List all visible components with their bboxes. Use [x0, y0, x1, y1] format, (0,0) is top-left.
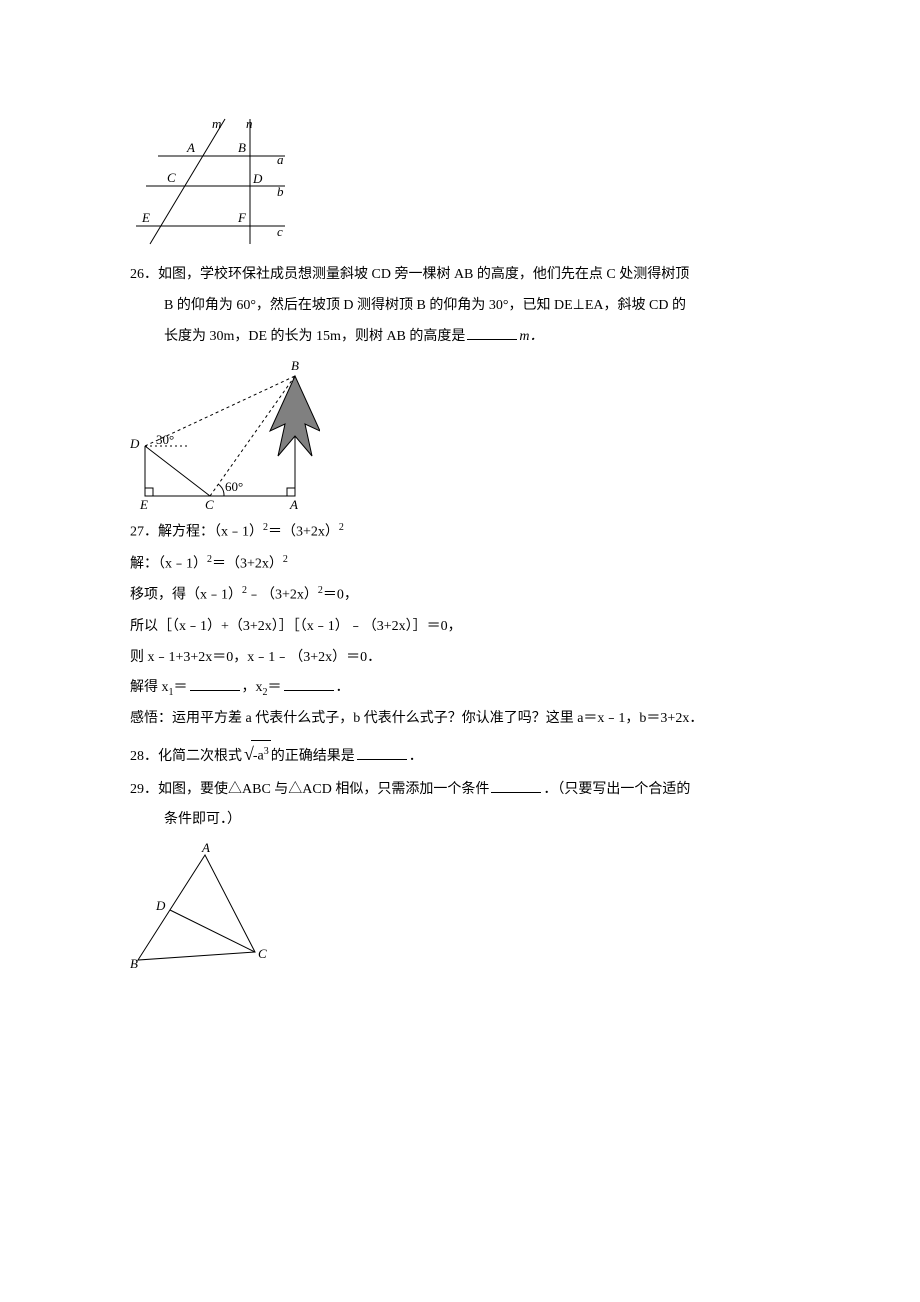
lbl-n: n — [246, 116, 253, 131]
q26-text3a: 长度为 30m，DE 的长为 15m，则树 AB 的高度是 — [164, 329, 465, 344]
q29-blank[interactable] — [491, 778, 541, 793]
q27-line5: 则 x﹣1+3+2x＝0，x﹣1﹣（3+2x）＝0． — [130, 643, 790, 674]
q27-line2: 解：（x﹣1）2＝（3+2x）2 — [130, 549, 790, 580]
q27-l2b: ＝（3+2x） — [212, 557, 283, 572]
q29-l1b: ．（只要写出一个合适的 — [543, 782, 690, 797]
q26-line2: B 的仰角为 60°，然后在坡顶 D 测得树顶 B 的仰角为 30°，已知 DE… — [130, 291, 790, 322]
q29-line1: 29．如图，要使△ABC 与△ACD 相似，只需添加一个条件 ．（只要写出一个合适… — [130, 775, 790, 806]
q26-line1: 26．如图，学校环保社成员想测量斜坡 CD 旁一棵树 AB 的高度，他们先在点 … — [130, 260, 790, 291]
q27-line3: 移项，得（x﹣1）2﹣（3+2x）2＝0， — [130, 580, 790, 611]
q27-num: 27． — [130, 525, 158, 540]
lbl26-30: 30° — [156, 432, 174, 447]
figure-similar-triangles: A B C D — [130, 840, 790, 975]
q28-arg: -a — [253, 749, 264, 764]
q28-t1: 化简二次根式 — [158, 749, 242, 764]
lbl29-D: D — [155, 898, 166, 913]
q27-l3a: 移项，得（x﹣1） — [130, 588, 242, 603]
sqrt-arg: -a3 — [251, 740, 271, 772]
q26-text3b: m． — [519, 329, 543, 344]
q28-blank[interactable] — [357, 745, 407, 760]
q28-t3: ． — [409, 749, 423, 764]
q29-l1a: 如图，要使△ABC 与△ACD 相似，只需添加一个条件 — [158, 782, 489, 797]
page: m n a b c A B C D E F 26．如图，学校环保社成员想测量斜坡… — [0, 0, 920, 1302]
lbl26-E: E — [139, 497, 148, 511]
q27-t2: ＝（3+2x） — [268, 525, 339, 540]
q27-line6: 解得 x1＝，x2＝． — [130, 673, 790, 704]
lbl26-D: D — [130, 436, 140, 451]
fig29-svg: A B C D — [130, 840, 280, 975]
lbl29-C: C — [258, 946, 267, 961]
q27-blank2[interactable] — [284, 676, 334, 691]
q26-line3: 长度为 30m，DE 的长为 15m，则树 AB 的高度是 m． — [130, 322, 790, 353]
q26-blank[interactable] — [467, 325, 517, 340]
lbl-b: b — [277, 184, 284, 199]
q29-line2: 条件即可．） — [130, 805, 790, 836]
lbl-c: c — [277, 224, 283, 239]
q28-t2: 的正确结果是 — [271, 749, 355, 764]
q27-l6b: ＝ — [174, 680, 188, 695]
q29-num: 29． — [130, 782, 158, 797]
lbl29-A: A — [201, 840, 210, 855]
q27-line1: 27．解方程：（x﹣1）2＝（3+2x）2 — [130, 517, 790, 548]
q27-l3b: ﹣（3+2x） — [247, 588, 318, 603]
q27-blank1[interactable] — [190, 676, 240, 691]
lbl-B: B — [238, 140, 246, 155]
lbl26-C: C — [205, 497, 214, 511]
q27-l6e: ． — [336, 680, 350, 695]
q27-l6d: ＝ — [268, 680, 282, 695]
lbl-A: A — [186, 140, 195, 155]
q27-line4: 所以［（x﹣1）+（3+2x）］［（x﹣1）﹣（3+2x）］＝0， — [130, 612, 790, 643]
q26-text1: 如图，学校环保社成员想测量斜坡 CD 旁一棵树 AB 的高度，他们先在点 C 处… — [158, 267, 689, 282]
lbl-F: F — [237, 210, 247, 225]
q27-l6a: 解得 x — [130, 680, 169, 695]
sqrt-expr: √-a3 — [242, 735, 271, 775]
q27-t: 解方程：（x﹣1） — [158, 525, 263, 540]
fig26-svg: B D E C A 30° 60° — [130, 356, 320, 511]
lbl-m: m — [212, 116, 221, 131]
fig25-svg: m n a b c A B C D E F — [130, 114, 295, 254]
figure-tree-slope: B D E C A 30° 60° — [130, 356, 790, 511]
lbl26-B: B — [291, 358, 299, 373]
q27-l2a: 解：（x﹣1） — [130, 557, 207, 572]
lbl29-B: B — [130, 956, 138, 971]
lbl-D: D — [252, 171, 263, 186]
q27-line7: 感悟：运用平方差 a 代表什么式子，b 代表什么式子？你认准了吗？这里 a＝x﹣… — [130, 704, 790, 735]
q27-p4: 2 — [283, 554, 288, 565]
q28-line: 28．化简二次根式√-a3的正确结果是 ． — [130, 735, 790, 775]
q28-num: 28． — [130, 749, 158, 764]
q27-l3c: ＝0， — [323, 588, 358, 603]
q27-l6c: ，x — [242, 680, 263, 695]
lbl26-60: 60° — [225, 479, 243, 494]
q28-exp: 3 — [264, 746, 269, 757]
lbl26-A: A — [289, 497, 298, 511]
lbl-a: a — [277, 152, 284, 167]
figure-parallel-lines: m n a b c A B C D E F — [130, 114, 790, 254]
lbl-E: E — [141, 210, 150, 225]
lbl-C: C — [167, 170, 176, 185]
q26-num: 26． — [130, 267, 158, 282]
q27-p2: 2 — [339, 522, 344, 533]
